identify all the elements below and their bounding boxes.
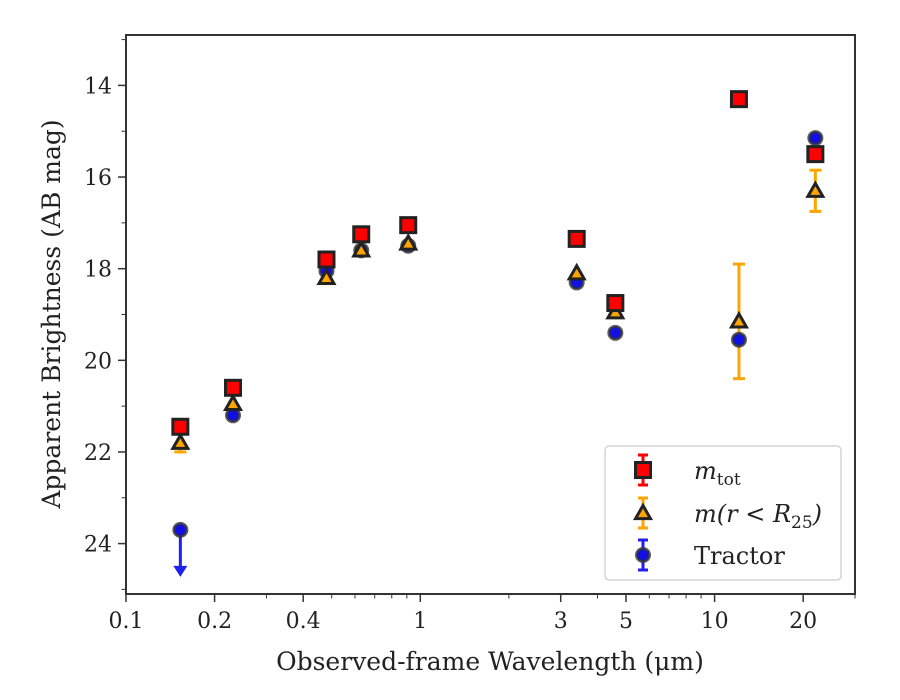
mr25-marker (566, 262, 587, 281)
y-axis-label: Apparent Brightness (AB mag) (37, 119, 66, 509)
tractor-marker (730, 331, 747, 348)
mr25-marker (170, 432, 191, 450)
x-tick-label: 3 (554, 609, 568, 634)
mtot-marker (806, 145, 825, 164)
mr25-marker (316, 267, 337, 285)
legend-marker-square (634, 461, 652, 479)
plot-frame (125, 34, 856, 595)
x-tick-label: 0.2 (197, 609, 232, 634)
legend-marker-triangle (632, 502, 654, 521)
legend-label: Tractor (694, 542, 785, 570)
y-tick-label: 14 (84, 74, 112, 99)
mtot-marker (399, 216, 418, 235)
y-tick-label: 20 (84, 349, 112, 374)
ticks-layer: 0.1 0.2 0.4 1 3 5 10 20 14 16 18 20 22 24 (84, 39, 856, 634)
mtot-marker (317, 250, 336, 269)
x-tick-label: 20 (789, 609, 817, 634)
mtot-marker (606, 294, 625, 313)
y-tick-label: 24 (84, 533, 112, 558)
x-tick-label: 10 (701, 609, 729, 634)
x-tick-label: 1 (413, 609, 427, 634)
mr25-marker (222, 393, 244, 411)
y-tick-label: 16 (84, 166, 112, 191)
tractor-marker (607, 324, 624, 341)
mtot-marker (171, 417, 190, 436)
marker-layer (170, 90, 826, 538)
x-tick-label: 0.1 (109, 609, 144, 634)
tractor-marker (807, 130, 824, 147)
y-tick-label: 18 (84, 258, 112, 283)
tractor-marker (172, 521, 189, 538)
upper-limit-arrowhead (173, 565, 188, 577)
mtot-marker (729, 90, 748, 109)
mtot-marker (352, 225, 371, 244)
x-axis-label: Observed-frame Wavelength (μm) (276, 647, 704, 676)
mr25-marker (728, 310, 750, 329)
x-tick-label: 5 (619, 609, 633, 634)
mr25-marker (805, 180, 826, 198)
legend-label: mtot (694, 457, 741, 490)
y-tick-label: 22 (84, 441, 112, 466)
mtot-marker (224, 378, 243, 397)
mtot-marker (567, 229, 586, 248)
legend-box (604, 445, 842, 581)
mr25-marker (398, 232, 419, 251)
mr25-marker (351, 239, 372, 258)
legend-marker-circle (635, 547, 651, 563)
x-tick-label: 0.4 (286, 609, 321, 634)
legend: mtot m(r < R25) Tractor (604, 445, 842, 581)
legend-label: m(r < R25) (694, 500, 822, 533)
